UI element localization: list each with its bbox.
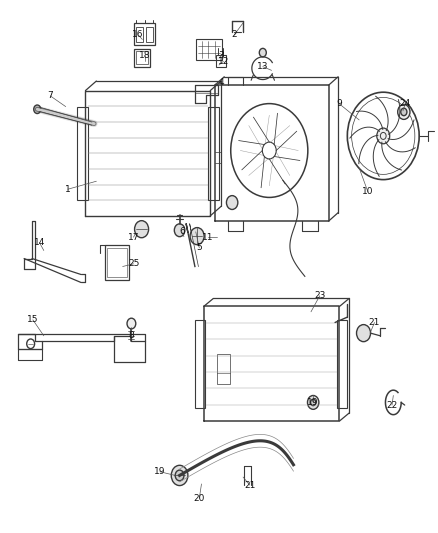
Text: 15: 15 (27, 316, 39, 324)
Text: 18: 18 (139, 52, 150, 60)
Text: 1: 1 (65, 185, 71, 193)
Circle shape (174, 224, 185, 237)
Text: 17: 17 (128, 233, 139, 241)
Circle shape (377, 128, 390, 144)
Circle shape (311, 399, 316, 406)
Bar (134, 49, 150, 67)
Circle shape (175, 470, 184, 481)
Bar (217, 354, 230, 384)
Bar (337, 320, 347, 408)
Bar (136, 51, 148, 64)
Text: 11: 11 (202, 233, 214, 241)
Circle shape (134, 221, 148, 238)
Text: 3: 3 (218, 52, 224, 60)
Text: 9: 9 (336, 100, 343, 108)
Text: 23: 23 (314, 292, 325, 300)
Circle shape (34, 105, 41, 114)
Text: 4: 4 (219, 78, 224, 87)
Text: 22: 22 (386, 401, 398, 409)
Text: 21: 21 (369, 318, 380, 327)
Circle shape (398, 104, 410, 119)
Text: 6: 6 (179, 228, 185, 236)
Text: 7: 7 (47, 92, 53, 100)
Text: 10: 10 (362, 188, 374, 196)
Circle shape (307, 395, 319, 409)
Circle shape (171, 465, 188, 486)
Text: 21: 21 (244, 481, 255, 489)
Text: 19: 19 (307, 398, 319, 407)
Circle shape (226, 196, 238, 209)
Text: 19: 19 (154, 467, 166, 476)
Text: 24: 24 (399, 100, 411, 108)
Bar (134, 23, 155, 45)
Text: 12: 12 (218, 57, 229, 66)
Bar (77, 107, 88, 200)
Circle shape (127, 318, 136, 329)
Circle shape (190, 228, 204, 245)
Bar (195, 320, 205, 408)
Bar (208, 107, 219, 200)
Text: 5: 5 (196, 244, 202, 252)
Text: 14: 14 (34, 238, 45, 247)
Circle shape (401, 108, 407, 116)
Text: 8: 8 (128, 332, 134, 340)
Text: 20: 20 (194, 494, 205, 503)
Bar (105, 245, 129, 280)
Circle shape (259, 49, 266, 57)
Text: 25: 25 (128, 260, 139, 268)
Text: 13: 13 (257, 62, 268, 71)
Circle shape (357, 325, 371, 342)
Text: 16: 16 (132, 30, 144, 39)
Text: 2: 2 (232, 30, 237, 39)
Bar (216, 55, 226, 67)
Bar (136, 27, 143, 42)
Bar (146, 27, 153, 42)
Circle shape (27, 339, 35, 349)
Bar (196, 39, 222, 60)
Bar (107, 248, 127, 277)
